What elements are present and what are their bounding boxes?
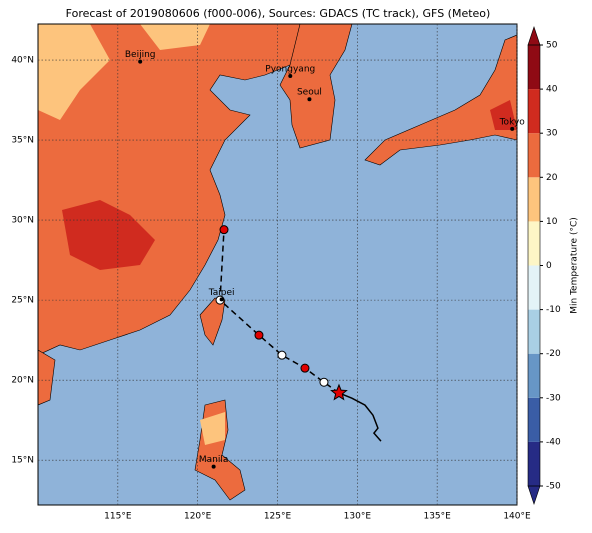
city-label: Taipei: [208, 288, 235, 298]
land: [38, 24, 517, 501]
x-tick-label: 140°E: [503, 512, 531, 522]
storm-symbol: [319, 377, 329, 387]
storm-symbol: [277, 350, 287, 360]
y-tick-label: 35°N: [11, 136, 34, 146]
storm-symbol: [219, 225, 229, 235]
city-label: Beijing: [125, 50, 156, 60]
colorbar-band: [528, 309, 540, 354]
city-dot: [307, 97, 312, 102]
x-tick-label: 135°E: [423, 512, 451, 522]
y-tick-label: 25°N: [11, 296, 34, 306]
colorbar-tick-label: 0: [546, 261, 552, 271]
colorbar-band: [528, 45, 540, 90]
colorbar-tick-label: 30: [546, 129, 558, 139]
city-dot: [211, 464, 216, 469]
colorbar-label: Min Temperature (°C): [570, 217, 580, 314]
colorbar-band: [528, 397, 540, 442]
colorbar-tick-label: 40: [546, 85, 558, 95]
x-tick-label: 125°E: [264, 512, 292, 522]
title: Forecast of 2019080606 (f000-006), Sourc…: [66, 7, 491, 20]
city-label: Tokyo: [499, 117, 526, 127]
colorbar-tick-label: 20: [546, 173, 558, 183]
x-tick-label: 130°E: [344, 512, 372, 522]
city-dot: [288, 74, 293, 79]
y-tick-label: 20°N: [11, 376, 34, 386]
city-label: Seoul: [297, 88, 322, 98]
storm-star: [330, 383, 348, 401]
colorbar-band: [528, 177, 540, 222]
city-dot: [510, 126, 515, 131]
colorbar-band: [528, 221, 540, 266]
colorbar-extend-top: [527, 26, 541, 46]
colorbar-band: [528, 133, 540, 178]
city-label: Manila: [199, 455, 229, 465]
colorbar-tick-label: -30: [546, 393, 561, 403]
y-tick-label: 30°N: [11, 216, 34, 226]
colorbar-band: [528, 441, 540, 486]
colorbar-band: [528, 89, 540, 134]
colorbar-tick-label: 50: [546, 41, 558, 51]
x-tick-label: 115°E: [104, 512, 132, 522]
colorbar-tick-label: 10: [546, 217, 558, 227]
x-tick-label: 120°E: [184, 512, 212, 522]
y-tick-label: 15°N: [11, 456, 34, 466]
y-tick-label: 40°N: [11, 56, 34, 66]
colorbar-extend-bottom: [527, 485, 541, 505]
colorbar-band: [528, 353, 540, 398]
colorbar-tick-label: -50: [546, 482, 561, 492]
storm-symbol: [300, 363, 310, 373]
storm-symbol: [254, 330, 264, 340]
colorbar-tick-label: -20: [546, 349, 561, 359]
city-dot: [138, 59, 143, 64]
track-line: [338, 392, 382, 442]
colorbar-tick-label: -10: [546, 305, 561, 315]
colorbar-band: [528, 265, 540, 310]
city-dot: [219, 297, 224, 302]
city-label: Pyongyang: [265, 65, 315, 75]
colorbar-tick-label: -40: [546, 437, 561, 447]
